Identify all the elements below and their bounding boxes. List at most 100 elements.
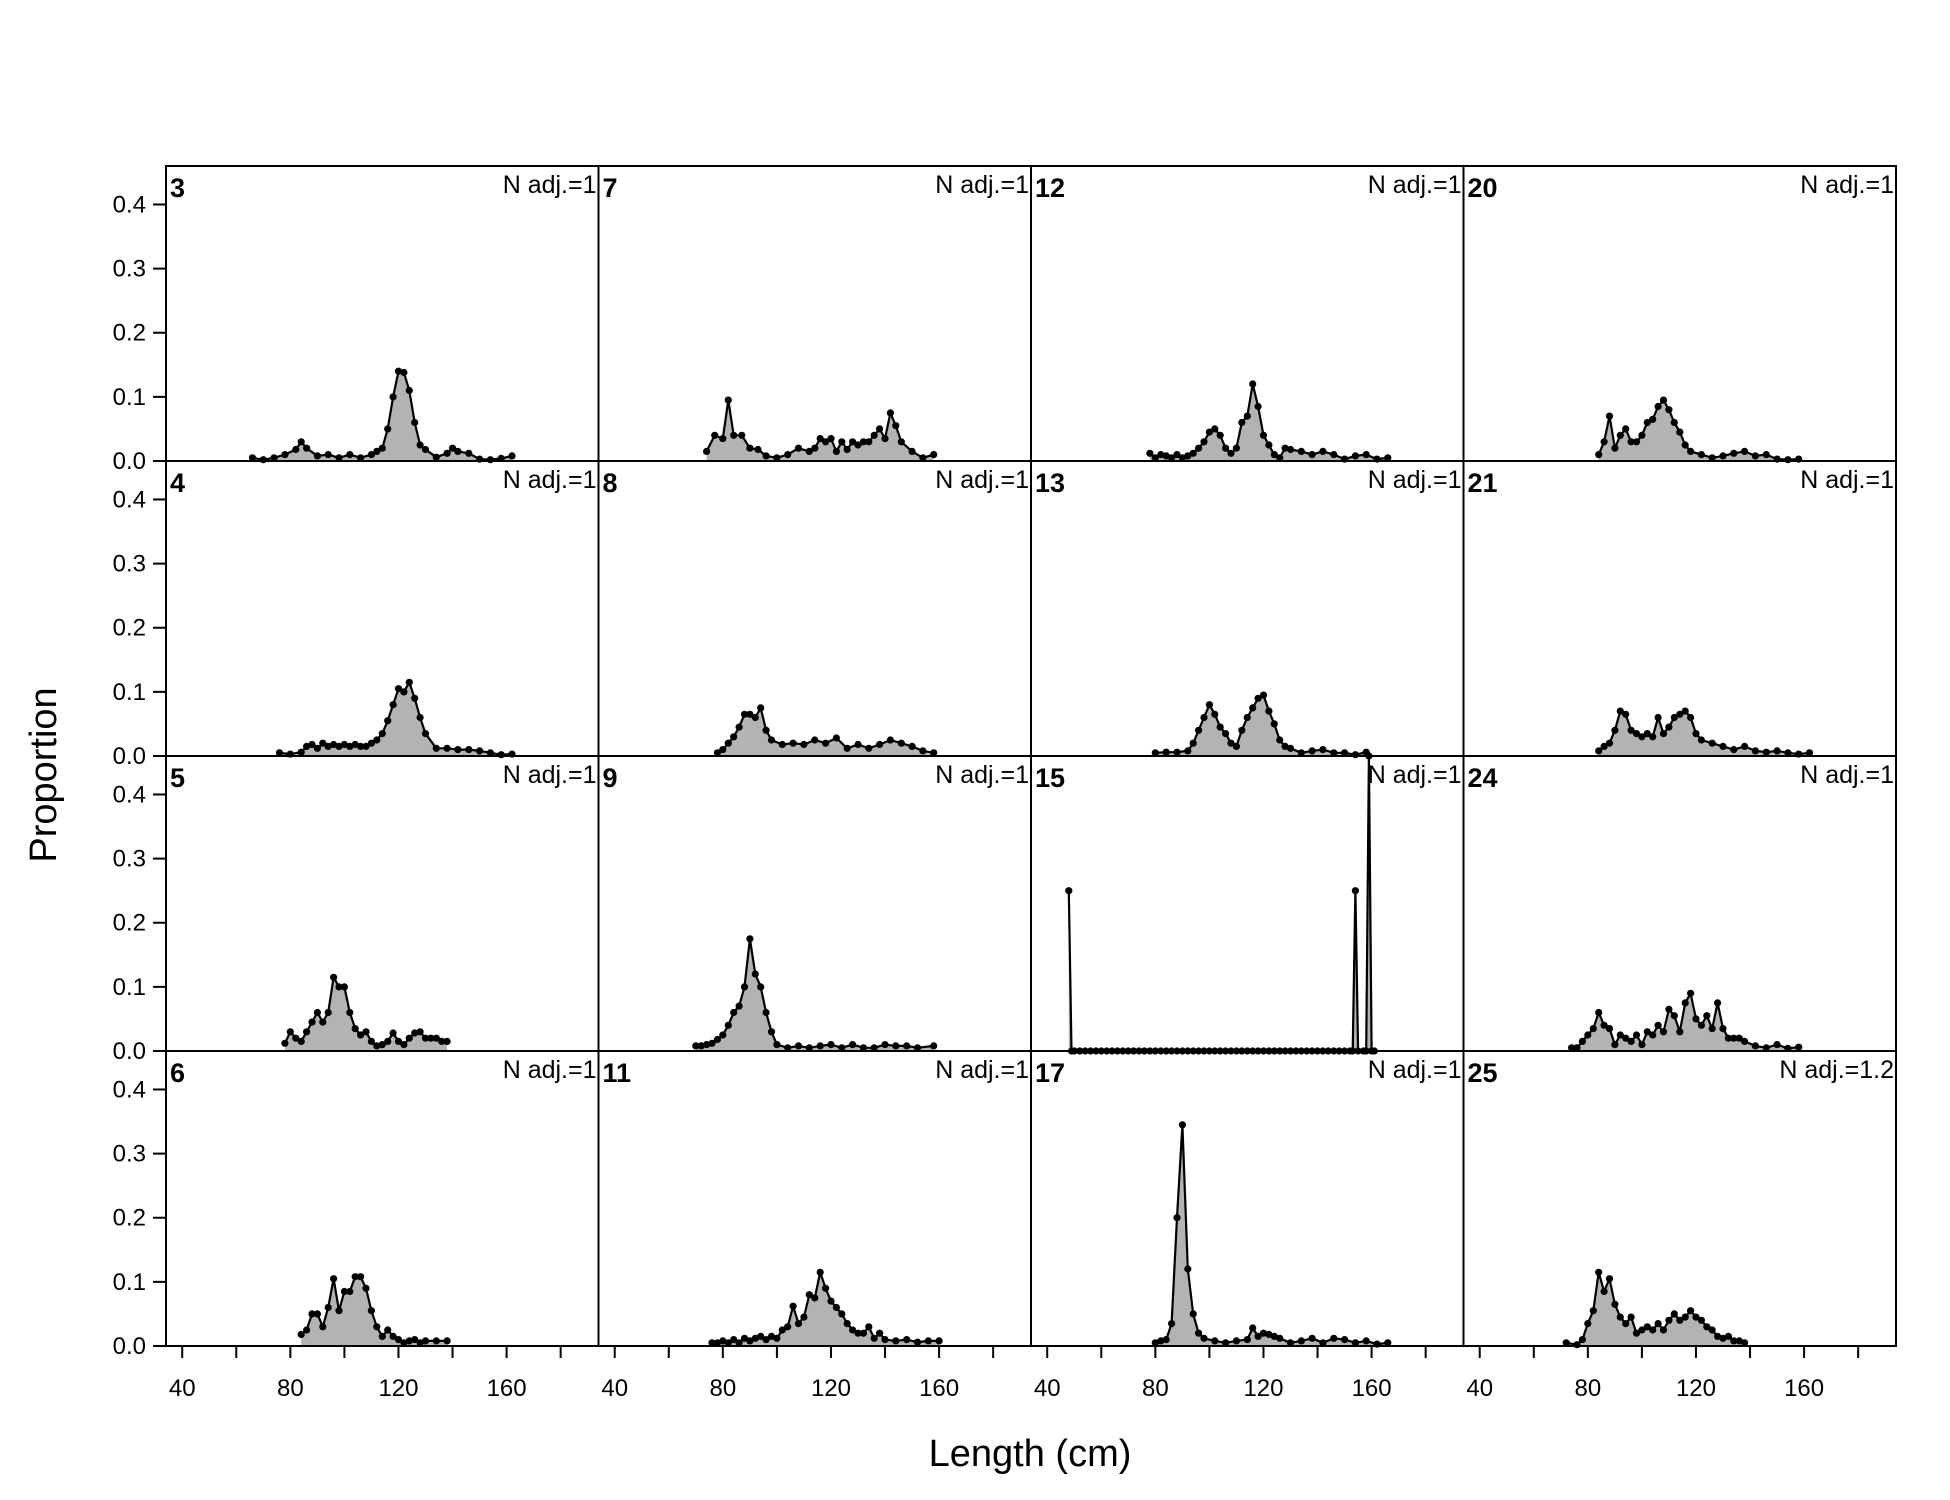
data-point — [724, 1021, 732, 1029]
data-point — [362, 1028, 370, 1036]
data-point — [330, 973, 338, 981]
data-point — [416, 1339, 424, 1347]
data-point — [751, 1334, 759, 1342]
data-point — [1222, 730, 1230, 738]
series-area — [1149, 384, 1388, 461]
data-point — [735, 1339, 743, 1347]
axes: 0.0 0.1 0.2 0.3 0.4 0.0 0.1 0.2 0.3 0.4 0.0 0.1 0.2 0… — [113, 191, 1860, 1402]
data-point — [1681, 707, 1689, 715]
data-point — [1270, 720, 1278, 728]
data-point — [1643, 1323, 1651, 1331]
data-point — [1773, 1041, 1781, 1049]
nadj-label: N adj.=1 — [503, 761, 597, 789]
data-point — [1719, 1334, 1727, 1342]
data-point — [384, 717, 392, 725]
data-point — [1600, 742, 1608, 751]
data-point — [1276, 736, 1284, 744]
data-point — [800, 740, 808, 749]
data-point — [1659, 1028, 1668, 1036]
data-point — [1659, 730, 1668, 738]
data-point — [1222, 1339, 1230, 1347]
data-point — [735, 723, 743, 731]
x-tick-label: 160 — [919, 1375, 959, 1402]
data-point — [794, 444, 803, 452]
data-point — [930, 1042, 938, 1050]
panel-frame — [1462, 755, 1897, 1052]
nadj-label: N adj.=1 — [1368, 761, 1462, 789]
data-point — [346, 1008, 354, 1017]
panel-id-label: 6 — [170, 1058, 185, 1088]
panel-frame — [165, 460, 600, 757]
data-point — [270, 454, 278, 462]
data-point — [1259, 431, 1268, 439]
data-point — [1681, 999, 1689, 1007]
data-point — [740, 1334, 749, 1342]
data-point — [1649, 1031, 1657, 1039]
data-point — [1249, 1324, 1257, 1332]
data-point — [421, 730, 430, 738]
data-point — [1616, 1031, 1624, 1039]
data-point — [330, 1275, 338, 1283]
data-point — [1643, 418, 1651, 427]
data-point — [281, 451, 289, 459]
panel-id-label: 25 — [1468, 1058, 1498, 1088]
data-point — [373, 736, 381, 744]
data-point — [908, 447, 916, 455]
x-tick-label: 80 — [1574, 1375, 1601, 1402]
data-point — [1243, 713, 1251, 722]
data-point — [1670, 418, 1678, 427]
panel-4: 4 N adj.=1 — [165, 460, 600, 759]
data-point — [416, 441, 424, 449]
data-point — [1649, 1326, 1657, 1334]
data-point — [762, 1008, 770, 1017]
data-point — [1286, 744, 1295, 752]
data-point — [1670, 713, 1678, 722]
data-point — [384, 425, 392, 433]
data-point — [297, 1037, 305, 1045]
data-point — [1200, 713, 1208, 722]
data-point — [859, 438, 868, 446]
panel-24: 24 N adj.=1 — [1462, 755, 1897, 1052]
data-point — [1573, 1044, 1581, 1052]
data-point — [421, 445, 430, 454]
data-point — [1714, 1332, 1722, 1340]
data-point — [1270, 451, 1278, 459]
nadj-label: N adj.=1 — [1368, 466, 1462, 494]
x-tick-label: 40 — [1034, 1375, 1061, 1402]
data-point — [400, 368, 408, 377]
data-point — [876, 1329, 884, 1337]
data-point — [838, 1044, 846, 1052]
data-point — [421, 1034, 430, 1042]
data-point — [1168, 1320, 1176, 1328]
data-point — [1600, 438, 1608, 446]
data-point — [1362, 451, 1370, 459]
data-point — [746, 1337, 754, 1345]
data-point — [1162, 452, 1170, 460]
data-point — [1795, 1043, 1803, 1051]
data-point — [1605, 1025, 1614, 1033]
data-point — [740, 710, 749, 718]
data-point — [1616, 1313, 1624, 1321]
data-point — [1676, 428, 1684, 436]
data-point — [373, 1323, 381, 1331]
data-point — [1308, 451, 1316, 459]
data-point — [1189, 739, 1197, 747]
data-point — [351, 1025, 359, 1033]
data-point — [357, 454, 365, 462]
data-point — [711, 431, 719, 439]
data-point — [1643, 1028, 1651, 1036]
data-point — [730, 1336, 738, 1344]
data-point — [335, 983, 343, 991]
data-point — [394, 367, 403, 375]
data-point — [1216, 723, 1224, 731]
series-line — [1067, 754, 1375, 1053]
data-point — [1211, 1337, 1219, 1345]
data-point — [794, 1042, 803, 1050]
data-point — [1584, 1031, 1592, 1039]
data-point — [773, 1334, 781, 1342]
data-point — [1741, 742, 1749, 751]
x-tick-label: 120 — [1243, 1375, 1283, 1402]
data-point — [1638, 733, 1646, 741]
data-point — [1676, 1028, 1684, 1036]
panel-11: 11 N adj.=1 — [597, 1050, 1032, 1347]
